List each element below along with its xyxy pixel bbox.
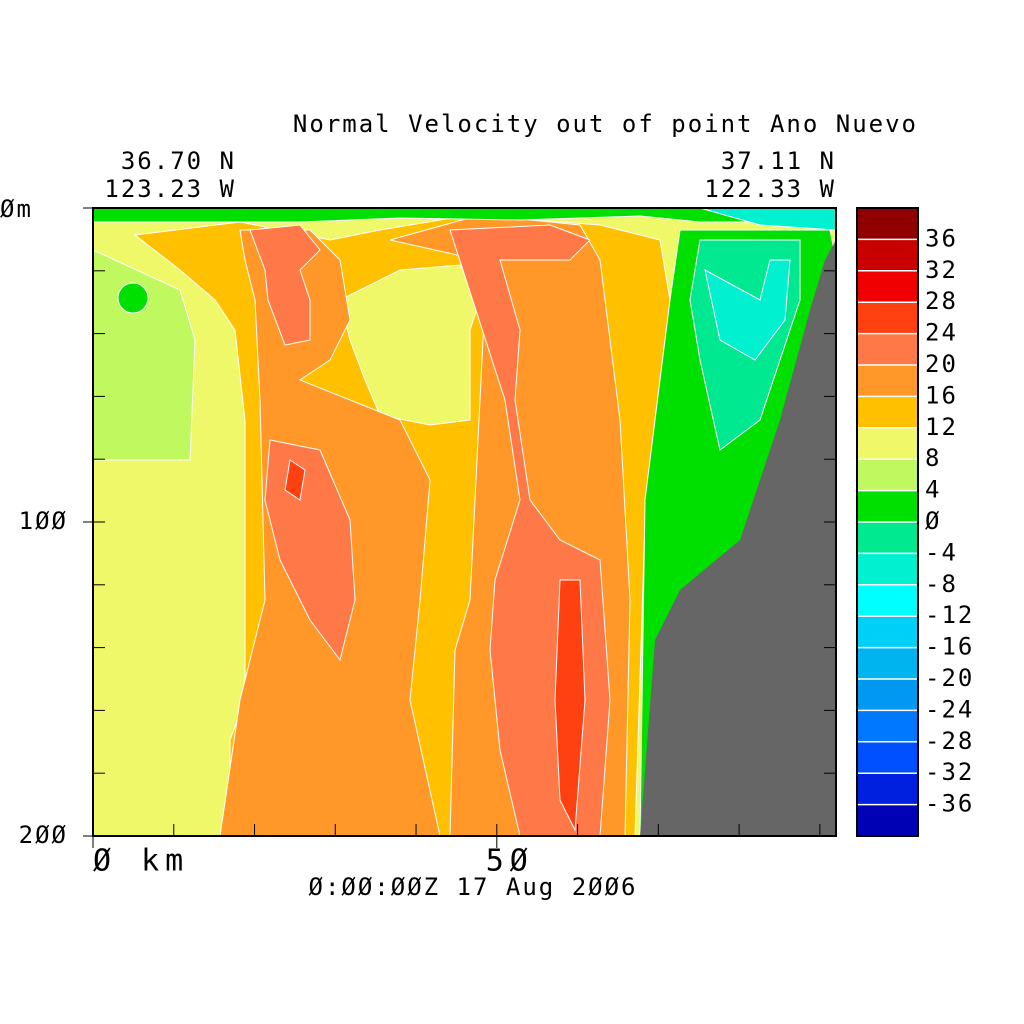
colorbar-label: -4 bbox=[925, 538, 958, 566]
colorbar-label: 32 bbox=[925, 256, 958, 284]
footer-time: Ø:ØØ:ØØZ 17 Aug 2ØØ6 bbox=[309, 873, 638, 901]
right-longitude: 122.33 W bbox=[704, 175, 836, 203]
colorbar-label: -16 bbox=[925, 633, 974, 661]
contour-region bbox=[339, 264, 481, 426]
contour-region bbox=[117, 282, 149, 314]
colorbar-label: -32 bbox=[925, 758, 974, 786]
colorbar-band bbox=[857, 773, 918, 805]
colorbar-label: 4 bbox=[925, 476, 941, 504]
colorbar-label: 24 bbox=[925, 319, 958, 347]
colorbar-frame bbox=[856, 207, 919, 837]
colorbar-band bbox=[857, 302, 918, 334]
colorbar-band bbox=[857, 333, 918, 365]
colorbar-band bbox=[857, 741, 918, 774]
colorbar-label: -24 bbox=[925, 695, 974, 723]
colorbar-label: 36 bbox=[925, 224, 958, 252]
colorbar-band bbox=[857, 490, 918, 522]
x-tick-label: 5Ø bbox=[486, 844, 534, 879]
colorbar-label: -20 bbox=[925, 664, 974, 692]
colorbar-band bbox=[857, 239, 918, 271]
colorbar-band bbox=[857, 584, 918, 617]
colorbar-label: 16 bbox=[925, 381, 958, 409]
colorbar-band bbox=[857, 365, 918, 397]
contour-region bbox=[284, 459, 306, 501]
contour-region bbox=[704, 259, 791, 361]
right-latitude: 37.11 N bbox=[721, 147, 836, 175]
contour-region bbox=[554, 579, 586, 832]
y-tick-label: 1ØØ bbox=[19, 507, 68, 535]
colorbar-band bbox=[857, 459, 918, 491]
y-tick-label: 2ØØ bbox=[19, 821, 68, 849]
colorbar-band bbox=[857, 208, 918, 240]
colorbar-label: -36 bbox=[925, 790, 974, 818]
colorbar-band bbox=[857, 522, 918, 554]
left-longitude: 123.23 W bbox=[104, 175, 236, 203]
colorbar-label: -12 bbox=[925, 601, 974, 629]
colorbar-label: Ø bbox=[925, 507, 941, 535]
y-tick-label: Øm bbox=[0, 195, 33, 223]
land-mask bbox=[640, 240, 836, 836]
x-tick-label: Ø km bbox=[93, 844, 189, 879]
colorbar-band bbox=[857, 804, 918, 836]
colorbar-band bbox=[857, 710, 918, 742]
colorbar-band bbox=[857, 553, 918, 585]
colorbar-label: -8 bbox=[925, 570, 958, 598]
left-latitude: 36.70 N bbox=[121, 147, 236, 175]
colorbar-band bbox=[857, 679, 918, 711]
colorbar-label: 8 bbox=[925, 444, 941, 472]
colorbar-band bbox=[857, 396, 918, 428]
colorbar-band bbox=[857, 427, 918, 460]
colorbar-label: 28 bbox=[925, 287, 958, 315]
contour-region bbox=[249, 224, 321, 346]
chart-title: Normal Velocity out of point Ano Nuevo bbox=[293, 110, 918, 138]
colorbar-band bbox=[857, 616, 918, 648]
contour-region bbox=[264, 439, 356, 662]
colorbar-band bbox=[857, 270, 918, 303]
colorbar-label: -28 bbox=[925, 727, 974, 755]
colorbar-band bbox=[857, 647, 918, 679]
colorbar-label: 20 bbox=[925, 350, 958, 378]
colorbar-label: 12 bbox=[925, 413, 958, 441]
